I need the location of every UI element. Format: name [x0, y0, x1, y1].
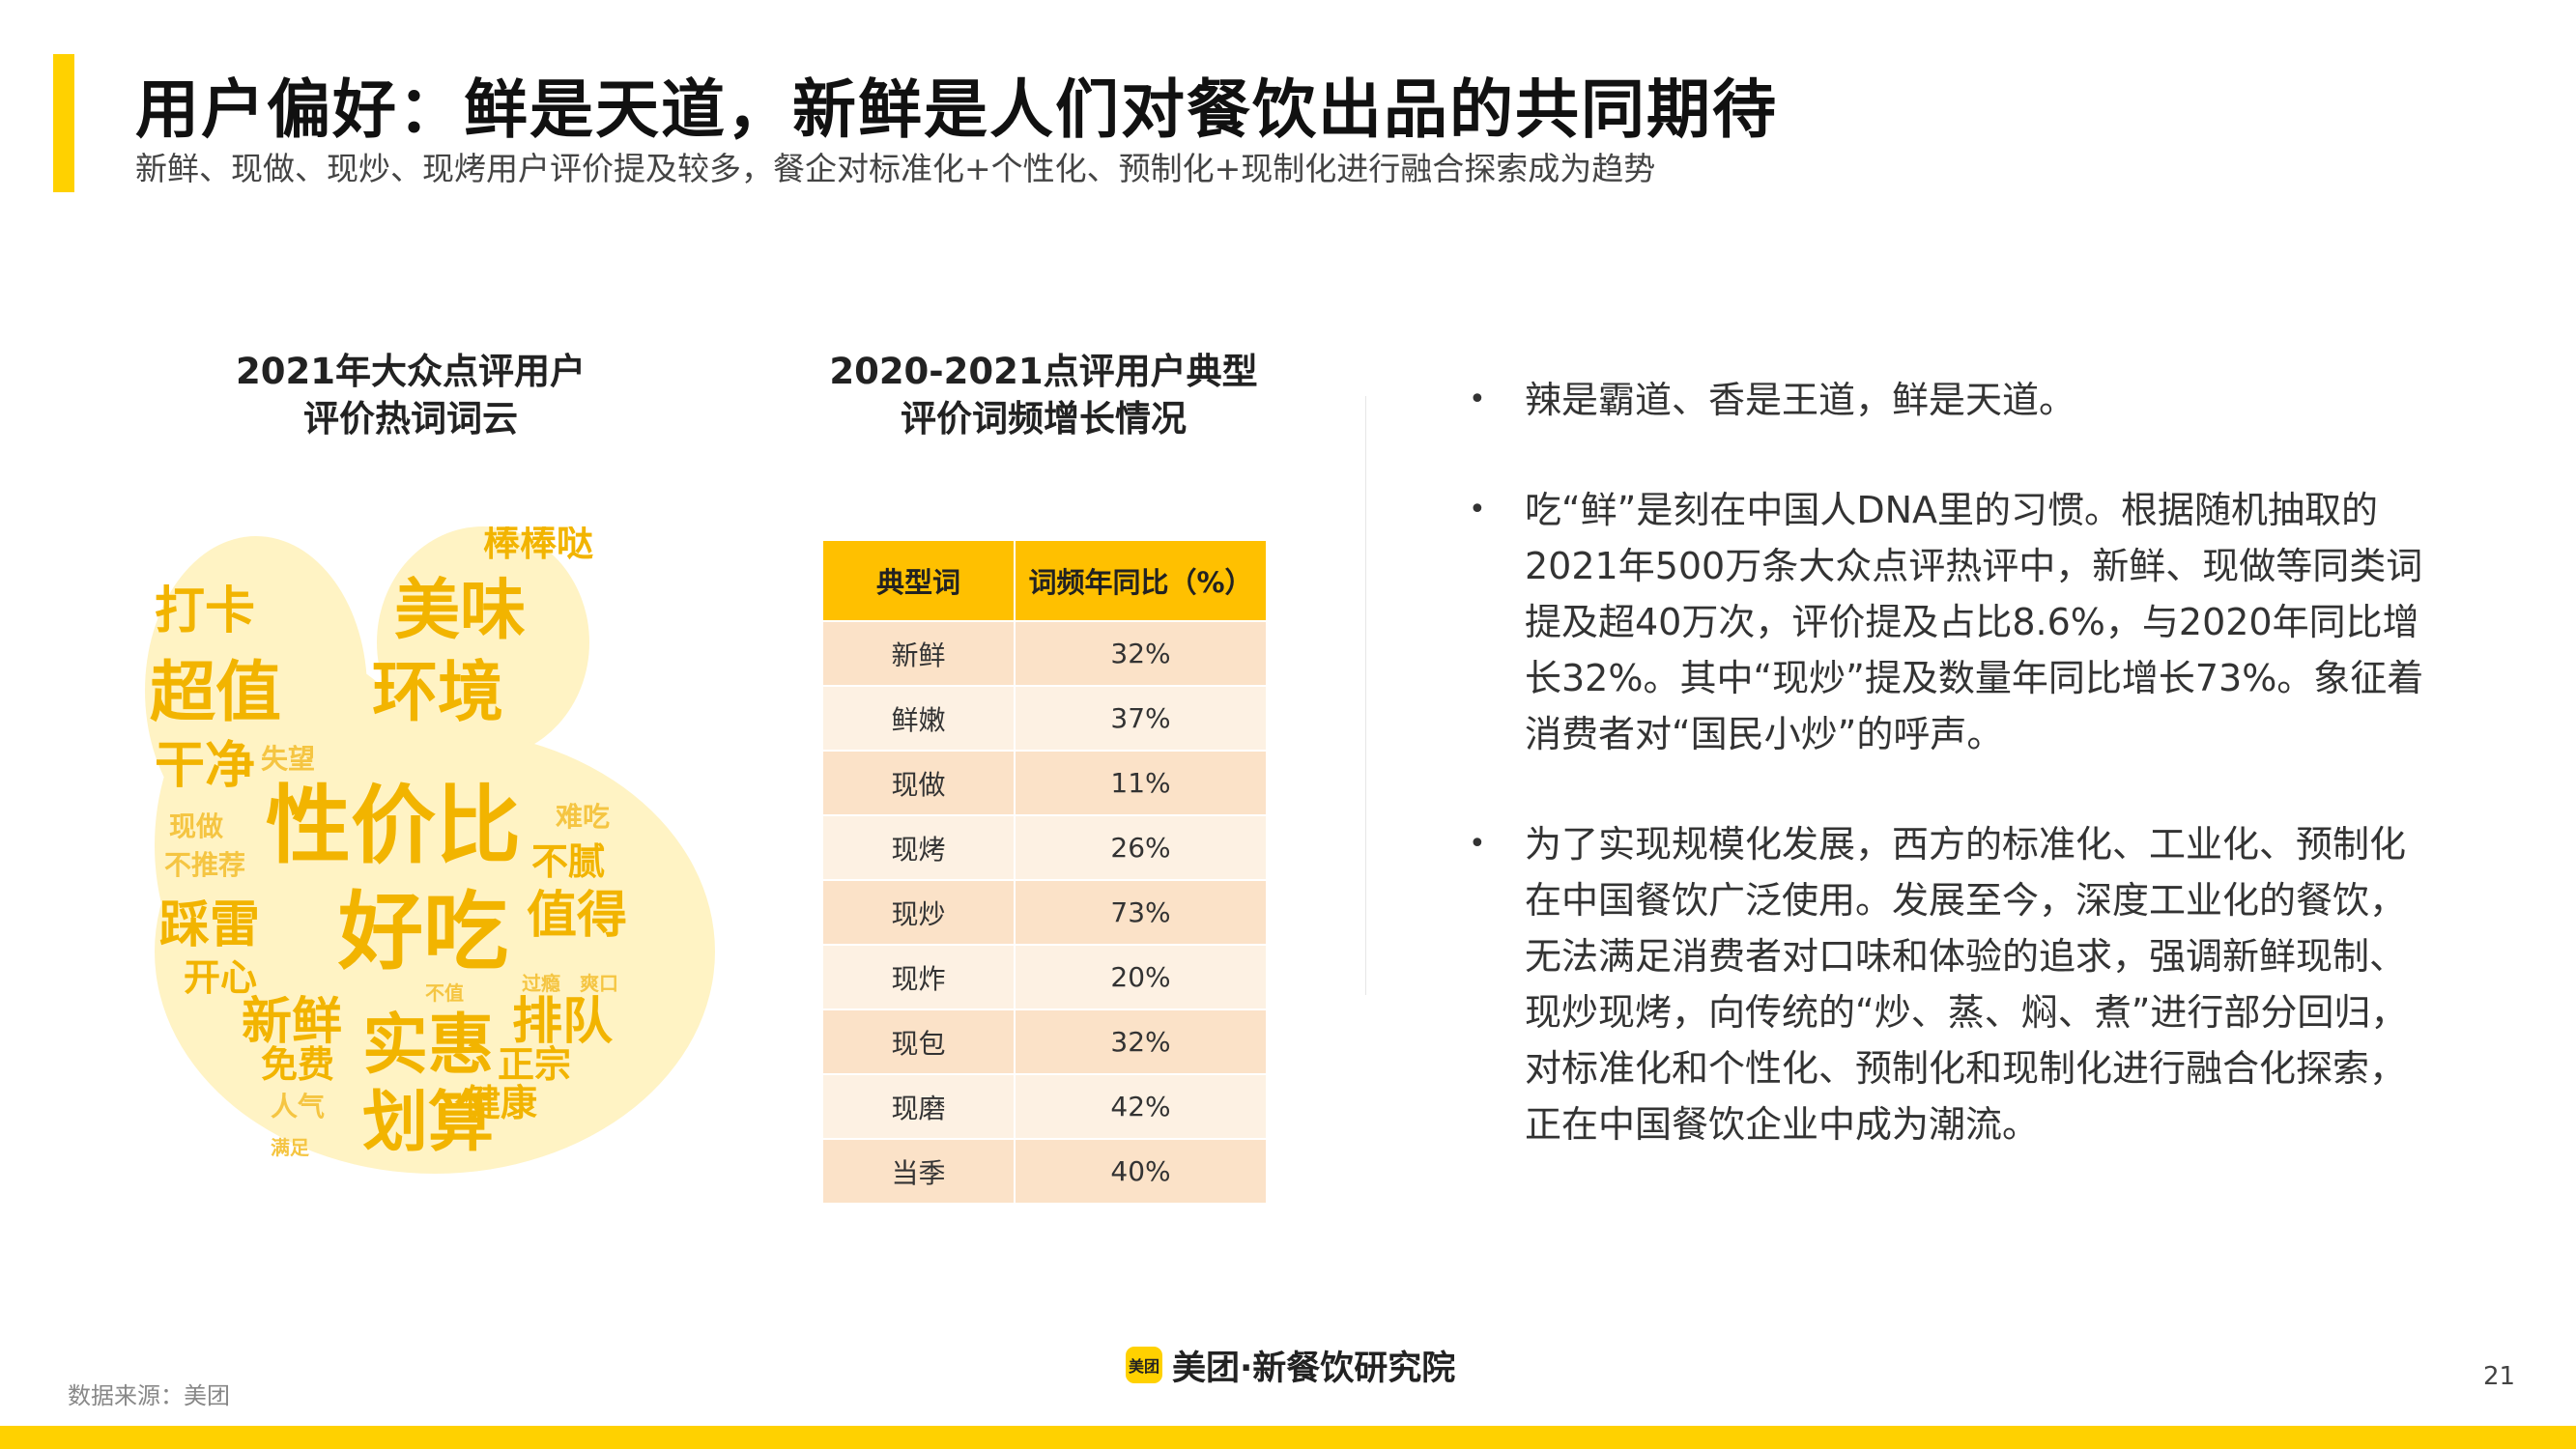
bottom-accent-bar — [0, 1426, 2576, 1449]
word-cloud-shape — [145, 526, 715, 1174]
table-header-row: 典型词 词频年同比（%） — [821, 539, 1268, 622]
table-cell-growth: 11% — [1014, 750, 1268, 816]
wordcloud-word: 免费 — [261, 1045, 334, 1086]
bullet-item: • 吃“鲜”是刻在中国人DNA里的习惯。根据随机抽取的2021年500万条大众点… — [1459, 482, 2425, 762]
wordcloud-word: 实惠 — [362, 1009, 494, 1082]
bullet-dot-icon: • — [1469, 493, 1486, 526]
table-cell-word: 鲜嫩 — [821, 685, 1016, 752]
wordcloud-word: 失望 — [261, 744, 315, 774]
table-cell-growth: 26% — [1014, 814, 1268, 881]
word-frequency-table: 典型词 词频年同比（%） 新鲜 32% 鲜嫩 37% 现做 11% 现烤 26% 现炒 7… — [821, 539, 1268, 1205]
bullet-dot-icon: • — [1469, 383, 1486, 416]
wordcloud-word: 踩雷 — [159, 897, 260, 953]
table-cell-word: 现烤 — [821, 814, 1016, 881]
table-cell-word: 现包 — [821, 1009, 1016, 1075]
wordcloud-title: 2021年大众点评用户 评价热词词云 — [188, 348, 633, 442]
data-source: 数据来源：美团 — [68, 1382, 230, 1409]
page-number: 21 — [2483, 1362, 2516, 1391]
table-cell-growth: 32% — [1014, 1009, 1268, 1075]
table-cell-growth: 37% — [1014, 685, 1268, 752]
wordcloud-word: 新鲜 — [242, 994, 342, 1050]
wordcloud-word: 美味 — [394, 574, 526, 647]
table-row: 现磨 42% — [821, 1073, 1268, 1140]
wordcloud-word: 不腻 — [531, 842, 605, 883]
table-title: 2020-2021点评用户典型 评价词频增长情况 — [792, 348, 1295, 442]
table-cell-growth: 32% — [1014, 620, 1268, 687]
wordcloud-word: 人气 — [271, 1092, 325, 1122]
wordcloud-word: 健康 — [464, 1083, 537, 1124]
wordcloud-word: 干净 — [155, 738, 255, 794]
bullet-item: • 辣是霸道、香是王道，鲜是天道。 — [1459, 372, 2425, 428]
wordcloud-word: 开心 — [184, 958, 257, 999]
table-header-growth: 词频年同比（%） — [1014, 539, 1268, 622]
table-cell-word: 现磨 — [821, 1073, 1016, 1140]
wordcloud-title-line1: 2021年大众点评用户 — [236, 351, 586, 392]
table-cell-growth: 40% — [1014, 1138, 1268, 1205]
bullet-list: • 辣是霸道、香是王道，鲜是天道。 • 吃“鲜”是刻在中国人DNA里的习惯。根据… — [1459, 372, 2425, 1207]
wordcloud-word: 现做 — [169, 811, 223, 841]
bullet-text: 辣是霸道、香是王道，鲜是天道。 — [1525, 379, 2076, 421]
table-cell-word: 当季 — [821, 1138, 1016, 1205]
table-row: 现烤 26% — [821, 814, 1268, 881]
table-cell-growth: 20% — [1014, 944, 1268, 1010]
table-row: 现做 11% — [821, 750, 1268, 816]
table-row: 现炒 73% — [821, 879, 1268, 946]
table-row: 鲜嫩 37% — [821, 685, 1268, 752]
page-subtitle: 新鲜、现做、现炒、现烤用户评价提及较多，餐企对标准化+个性化、预制化+现制化进行… — [135, 150, 1656, 187]
word-cloud: 美味 打卡超值 环境 棒棒哒干净 失望性价比 难吃不腻 现做不推荐踩雷 好吃 值得开心新鲜 实惠排… — [145, 526, 715, 1174]
table-cell-growth: 42% — [1014, 1073, 1268, 1140]
table-row: 现包 32% — [821, 1009, 1268, 1075]
brand-footer: 美团 美团·新餐饮研究院 — [1126, 1341, 1455, 1389]
table-title-line1: 2020-2021点评用户典型 — [829, 351, 1258, 392]
wordcloud-word: 划算 — [362, 1086, 494, 1159]
wordcloud-word: 排队 — [512, 994, 614, 1050]
table-row: 新鲜 32% — [821, 620, 1268, 687]
table-row: 现炸 20% — [821, 944, 1268, 1010]
wordcloud-word: 值得 — [527, 888, 627, 944]
table-cell-word: 新鲜 — [821, 620, 1016, 687]
wordcloud-word: 过瘾 — [522, 972, 560, 995]
table-cell-word: 现做 — [821, 750, 1016, 816]
table-cell-word: 现炒 — [821, 879, 1016, 946]
table-header-word: 典型词 — [821, 539, 1016, 622]
table-title-line2: 评价词频增长情况 — [901, 398, 1187, 440]
wordcloud-word: 满足 — [271, 1136, 310, 1159]
bullet-item: • 为了实现规模化发展，西方的标准化、工业化、预制化在中国餐饮广泛使用。发展至今… — [1459, 816, 2425, 1152]
wordcloud-word: 棒棒哒 — [483, 526, 593, 564]
table-cell-growth: 73% — [1014, 879, 1268, 946]
wordcloud-word: 不推荐 — [164, 850, 245, 880]
brand-name: 美团·新餐饮研究院 — [1172, 1349, 1456, 1388]
wordcloud-word: 正宗 — [498, 1044, 571, 1086]
wordcloud-title-line2: 评价热词词云 — [303, 398, 518, 440]
page-title: 用户偏好：鲜是天道，新鲜是人们对餐饮出品的共同期待 — [135, 72, 1778, 147]
wordcloud-word: 性价比 — [266, 778, 521, 873]
wordcloud-word: 好吃 — [337, 884, 508, 980]
meituan-logo-icon: 美团 — [1126, 1347, 1162, 1383]
wordcloud-word: 不值 — [425, 981, 464, 1005]
wordcloud-word: 难吃 — [555, 801, 610, 832]
wordcloud-word: 超值 — [150, 656, 281, 729]
bullet-dot-icon: • — [1469, 827, 1486, 861]
wordcloud-word: 爽口 — [580, 972, 618, 995]
table-row: 当季 40% — [821, 1138, 1268, 1205]
wordcloud-word: 打卡 — [155, 583, 255, 639]
column-divider — [1365, 396, 1366, 995]
bullet-text: 吃“鲜”是刻在中国人DNA里的习惯。根据随机抽取的2021年500万条大众点评热… — [1525, 489, 2424, 755]
bullet-text: 为了实现规模化发展，西方的标准化、工业化、预制化在中国餐饮广泛使用。发展至今，深… — [1525, 823, 2408, 1146]
wordcloud-word: 环境 — [372, 656, 503, 729]
table-cell-word: 现炸 — [821, 944, 1016, 1010]
title-accent-bar — [53, 54, 74, 192]
